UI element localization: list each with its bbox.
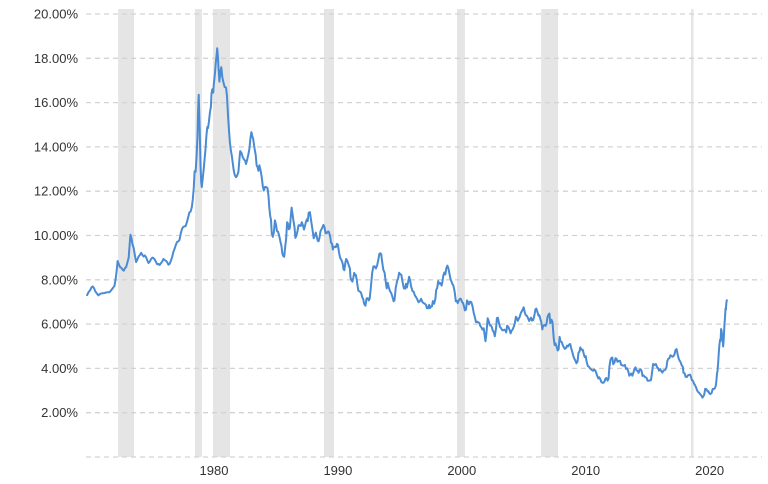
y-axis-tick-label: 18.00% (34, 51, 79, 66)
recession-band (691, 9, 694, 457)
y-axis-tick-label: 12.00% (34, 184, 79, 199)
y-axis-tick-label: 10.00% (34, 228, 79, 243)
recession-band (118, 9, 135, 457)
recession-band (195, 9, 202, 457)
x-axis-tick-label: 2010 (571, 463, 600, 478)
y-axis-tick-label: 4.00% (41, 361, 78, 376)
y-axis-tick-label: 6.00% (41, 317, 78, 332)
recession-band (541, 9, 559, 457)
y-axis-tick-label: 16.00% (34, 95, 79, 110)
recession-band (213, 9, 231, 457)
y-axis-tick-label: 8.00% (41, 272, 78, 287)
rate-line (86, 47, 728, 399)
y-axis-tick-label: 14.00% (34, 139, 79, 154)
x-axis-tick-label: 2000 (447, 463, 476, 478)
x-axis-tick-label: 1980 (200, 463, 229, 478)
y-axis-tick-label: 2.00% (41, 405, 78, 420)
x-axis-tick-label: 2020 (695, 463, 724, 478)
recession-band (457, 9, 465, 457)
x-axis-tick-label: 1990 (323, 463, 352, 478)
y-axis-tick-label: 20.00% (34, 7, 79, 22)
